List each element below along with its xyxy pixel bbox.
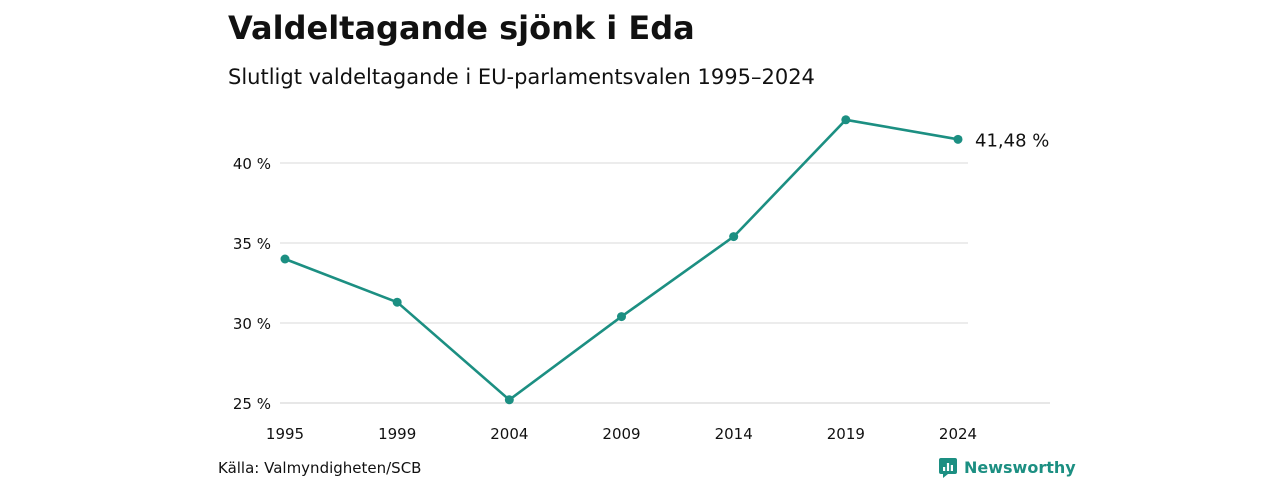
y-tick-label: 35 % bbox=[233, 235, 271, 253]
data-points bbox=[280, 115, 963, 405]
data-point-2019 bbox=[841, 115, 851, 125]
series-line bbox=[283, 118, 960, 402]
y-tick-label: 40 % bbox=[233, 155, 271, 173]
x-tick-label: 1995 bbox=[266, 425, 304, 443]
x-tick-label: 2009 bbox=[602, 425, 640, 443]
y-axis-ticks: 25 % 30 % 35 % 40 % bbox=[233, 155, 271, 413]
brand-logo: Newsworthy bbox=[938, 455, 1076, 480]
bar-chart-speech-bubble-icon bbox=[939, 458, 957, 478]
data-point-2009 bbox=[617, 312, 626, 322]
x-tick-label: 2019 bbox=[827, 425, 865, 443]
data-point-2004 bbox=[504, 395, 514, 405]
x-tick-label: 1999 bbox=[378, 425, 416, 443]
chart-title: Valdeltagande sjönk i Eda bbox=[228, 9, 695, 47]
source-note: Källa: Valmyndigheten/SCB bbox=[218, 459, 422, 477]
y-tick-label: 30 % bbox=[233, 315, 271, 333]
brand-name: Newsworthy bbox=[964, 458, 1076, 477]
data-point-1999 bbox=[392, 297, 402, 307]
x-axis-ticks: 1995 1999 2004 2009 2014 2019 2024 bbox=[266, 425, 977, 443]
data-point-1995 bbox=[280, 254, 290, 264]
data-point-2014 bbox=[729, 232, 739, 242]
x-tick-label: 2024 bbox=[939, 425, 977, 443]
series-line-group bbox=[283, 118, 960, 402]
data-labels: 41,48 % bbox=[975, 130, 1049, 151]
x-tick-label: 2004 bbox=[490, 425, 528, 443]
end-value-label: 41,48 % bbox=[975, 130, 1049, 151]
data-point-2024 bbox=[953, 134, 963, 144]
y-tick-label: 25 % bbox=[233, 395, 271, 413]
gridlines bbox=[280, 162, 1050, 404]
chart-subtitle: Slutligt valdeltagande i EU-parlamentsva… bbox=[228, 65, 815, 89]
x-tick-label: 2014 bbox=[715, 425, 753, 443]
